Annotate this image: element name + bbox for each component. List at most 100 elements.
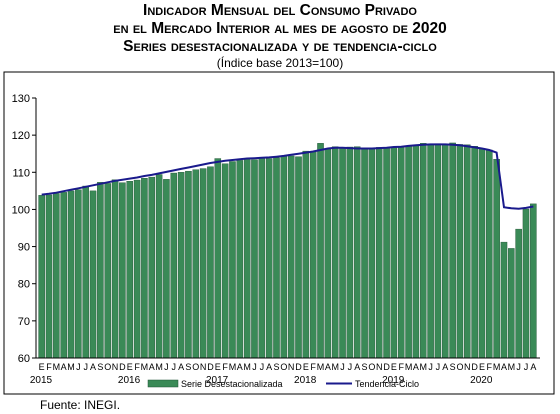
bar [280, 156, 288, 359]
month-label: E [479, 362, 485, 372]
month-label: J [348, 362, 353, 372]
month-label: J [340, 362, 345, 372]
bar [82, 185, 89, 359]
chart-titles: Indicador Mensual del Consumo Privado en… [0, 2, 560, 70]
month-label: N [376, 362, 383, 372]
month-label: E [303, 362, 309, 372]
month-label: M [243, 362, 251, 372]
bar [89, 190, 97, 359]
bar [442, 144, 449, 359]
bar [207, 166, 214, 359]
bar [111, 179, 119, 359]
title-subtitle: (Índice base 2013=100) [216, 56, 344, 70]
month-label: J [164, 362, 169, 372]
month-label: E [215, 362, 221, 372]
month-label: N [112, 362, 119, 372]
month-label: S [450, 362, 456, 372]
bar [126, 180, 133, 359]
bar [361, 148, 368, 359]
year-label: 2020 [470, 375, 493, 386]
month-label: A [149, 362, 155, 372]
month-label: A [530, 362, 536, 372]
bar [67, 190, 75, 359]
bar [155, 174, 163, 359]
month-label: M [155, 362, 163, 372]
bar [478, 148, 486, 359]
month-label: A [61, 362, 67, 372]
bar [243, 158, 251, 359]
year-label: 2015 [30, 375, 53, 386]
month-label: M [420, 362, 428, 372]
month-label: D [207, 362, 214, 372]
bar [221, 163, 229, 359]
y-tick-label: 90 [18, 242, 30, 254]
bar [75, 189, 82, 359]
month-label: F [46, 362, 52, 372]
month-label: A [442, 362, 448, 372]
month-label: A [501, 362, 507, 372]
y-tick-label: 60 [18, 353, 30, 365]
bar [38, 195, 45, 359]
bar [486, 149, 493, 359]
bar [258, 157, 266, 359]
bar [119, 182, 126, 359]
y-tick-label: 130 [12, 93, 30, 105]
bar [45, 194, 53, 359]
month-label: A [178, 362, 184, 372]
bar [265, 158, 273, 359]
month-label: J [436, 362, 441, 372]
legend-line-label: Tendencia-Ciclo [355, 379, 419, 389]
month-label: M [141, 362, 149, 372]
month-label: N [200, 362, 207, 372]
bar [419, 143, 427, 359]
bar [368, 147, 376, 359]
bar [163, 179, 170, 359]
bar [214, 158, 222, 359]
title-line-1: Indicador Mensual del Consumo Privado [143, 2, 417, 19]
bar [295, 156, 302, 359]
month-label: M [331, 362, 339, 372]
y-tick-label: 70 [18, 316, 30, 328]
month-label: A [325, 362, 331, 372]
month-label: N [288, 362, 295, 372]
month-label: O [104, 362, 111, 372]
bar [331, 146, 339, 359]
bar [449, 142, 456, 359]
bar [346, 146, 354, 359]
month-label: M [317, 362, 325, 372]
legend-bar-swatch [147, 379, 179, 388]
bar [273, 157, 280, 359]
month-label: E [127, 362, 133, 372]
month-label: E [39, 362, 45, 372]
bar [456, 144, 464, 359]
month-label: S [185, 362, 191, 372]
month-label: M [405, 362, 413, 372]
month-label: J [83, 362, 88, 372]
bar [251, 159, 258, 359]
month-label: O [192, 362, 199, 372]
bar [434, 143, 442, 359]
bar [148, 176, 156, 359]
bar [192, 169, 200, 359]
month-label: M [67, 362, 75, 372]
month-label: O [456, 362, 463, 372]
bar [390, 146, 398, 359]
month-label: D [471, 362, 478, 372]
month-label: A [413, 362, 419, 372]
bar [177, 172, 185, 359]
bar [522, 208, 530, 359]
month-label: J [524, 362, 529, 372]
bar [60, 192, 67, 359]
month-label: S [273, 362, 279, 372]
month-label: S [362, 362, 368, 372]
month-label: O [368, 362, 375, 372]
bar [53, 193, 60, 359]
trend-line [41, 143, 534, 210]
month-label: J [516, 362, 521, 372]
bar [464, 144, 471, 359]
bar [339, 147, 346, 359]
month-label: A [237, 362, 243, 372]
title-line-3: Series desestacionalizada y de tendencia… [123, 38, 437, 55]
bar [353, 146, 361, 359]
